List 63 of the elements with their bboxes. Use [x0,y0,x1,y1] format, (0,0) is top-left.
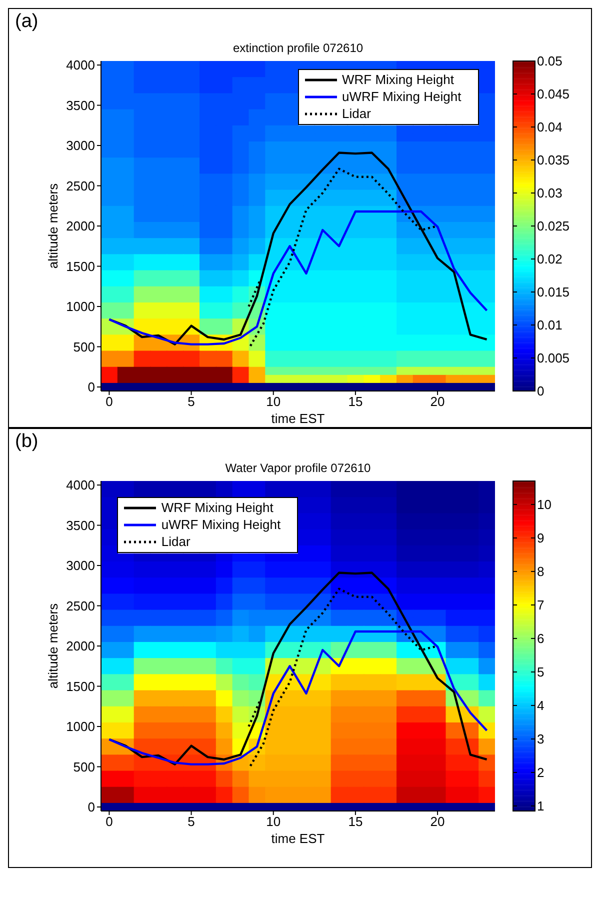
y-tick-label: 2500 [66,598,95,614]
y-tick-label: 4000 [66,478,95,493]
legend-label: Lidar [342,105,371,122]
color-bar-label: 10 [537,497,552,512]
legend-label: WRF Mixing Height [161,499,274,516]
x-axis-title: time EST [271,831,325,846]
legend-label: uWRF Mixing Height [342,88,462,106]
color-bar-label: 0.03 [537,186,562,201]
x-tick-label: 0 [106,814,113,830]
y-tick-label: 1000 [66,719,95,734]
color-bar-label: 0.015 [537,284,570,300]
y-tick-label: 1500 [66,678,95,694]
x-tick-label: 5 [188,394,195,410]
x-tick-label: 15 [348,394,363,410]
y-tick-label: 4000 [66,58,95,73]
y-tick-label: 0 [88,380,95,395]
color-bar-label: 0.005 [537,350,570,366]
y-tick-label: 3000 [66,558,95,574]
x-tick-label: 15 [348,814,363,830]
color-bar-label: 0.04 [537,120,562,135]
x-tick-label: 10 [266,394,281,410]
x-axis-title: time EST [271,411,325,426]
color-bar-label: 4 [537,698,544,714]
legend-label: WRF Mixing Height [342,71,454,88]
y-tick-label: 3500 [66,98,95,113]
y-tick-label: 0 [88,800,95,815]
color-bar-label: 1 [537,798,544,814]
y-tick-label: 2500 [66,178,95,194]
color-bar-label: 5 [537,664,544,680]
color-bar-label: 0 [537,384,544,399]
color-bar-label: 6 [537,631,544,646]
text: (b) [15,431,38,453]
color-bar-label: 0.01 [537,318,562,333]
y-tick-label: 500 [73,759,95,774]
color-bar-label: 0.045 [537,86,570,102]
y-tick-label: 500 [73,339,95,354]
color-bar-label: 8 [537,564,544,580]
y-tick-label: 1500 [66,258,95,274]
y-tick-label: 1000 [66,299,95,314]
x-tick-label: 10 [266,814,281,830]
y-axis-title: altitude meters [46,182,61,269]
color-bar-label: 0.05 [537,54,562,69]
x-tick-label: 5 [188,814,195,830]
y-tick-label: 2000 [66,638,95,654]
x-tick-label: 20 [430,814,445,830]
y-tick-label: 3000 [66,138,95,154]
text: (a) [15,11,38,33]
color-bar-label: 3 [537,732,544,747]
x-tick-label: 20 [430,394,445,410]
x-tick-label: 0 [106,394,113,410]
color-bar-label: 2 [537,765,544,780]
chart-title: extinction profile 072610 [232,41,364,55]
legend-label: Lidar [161,533,190,550]
color-bar-label: 0.035 [537,152,570,168]
color-bar-label: 7 [537,598,544,613]
y-axis-title: altitude meters [46,602,61,689]
color-bar-label: 0.025 [537,218,570,234]
y-tick-label: 2000 [66,218,95,234]
chart-title: Water Vapor profile 072610 [224,461,372,475]
color-bar-label: 9 [537,530,544,546]
legend-label: uWRF Mixing Height [161,516,281,534]
y-tick-label: 3500 [66,518,95,533]
color-bar-label: 0.02 [537,252,562,267]
